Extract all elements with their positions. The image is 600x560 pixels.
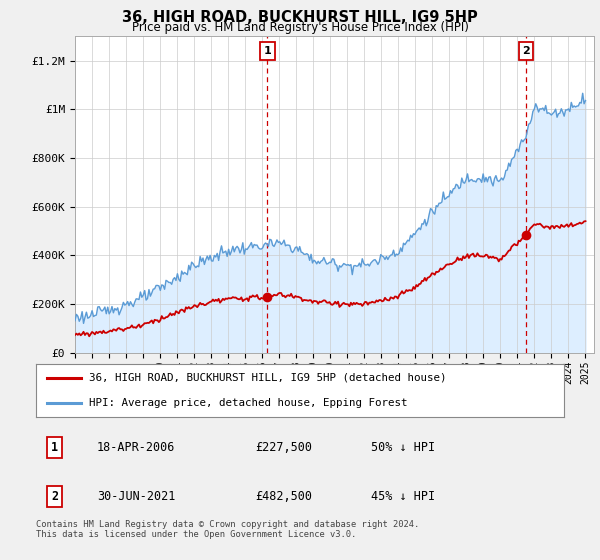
Text: 1: 1 — [263, 46, 271, 56]
Text: 36, HIGH ROAD, BUCKHURST HILL, IG9 5HP (detached house): 36, HIGH ROAD, BUCKHURST HILL, IG9 5HP (… — [89, 373, 446, 383]
Text: 1: 1 — [51, 441, 58, 454]
Text: 18-APR-2006: 18-APR-2006 — [97, 441, 175, 454]
Text: £227,500: £227,500 — [255, 441, 312, 454]
Text: Contains HM Land Registry data © Crown copyright and database right 2024.
This d: Contains HM Land Registry data © Crown c… — [36, 520, 419, 539]
Text: 36, HIGH ROAD, BUCKHURST HILL, IG9 5HP: 36, HIGH ROAD, BUCKHURST HILL, IG9 5HP — [122, 10, 478, 25]
Text: 30-JUN-2021: 30-JUN-2021 — [97, 490, 175, 503]
Text: 45% ↓ HPI: 45% ↓ HPI — [371, 490, 436, 503]
Text: 2: 2 — [51, 490, 58, 503]
Text: HPI: Average price, detached house, Epping Forest: HPI: Average price, detached house, Eppi… — [89, 398, 407, 408]
Text: Price paid vs. HM Land Registry's House Price Index (HPI): Price paid vs. HM Land Registry's House … — [131, 21, 469, 34]
Text: £482,500: £482,500 — [255, 490, 312, 503]
Text: 2: 2 — [522, 46, 530, 56]
Text: 50% ↓ HPI: 50% ↓ HPI — [371, 441, 436, 454]
